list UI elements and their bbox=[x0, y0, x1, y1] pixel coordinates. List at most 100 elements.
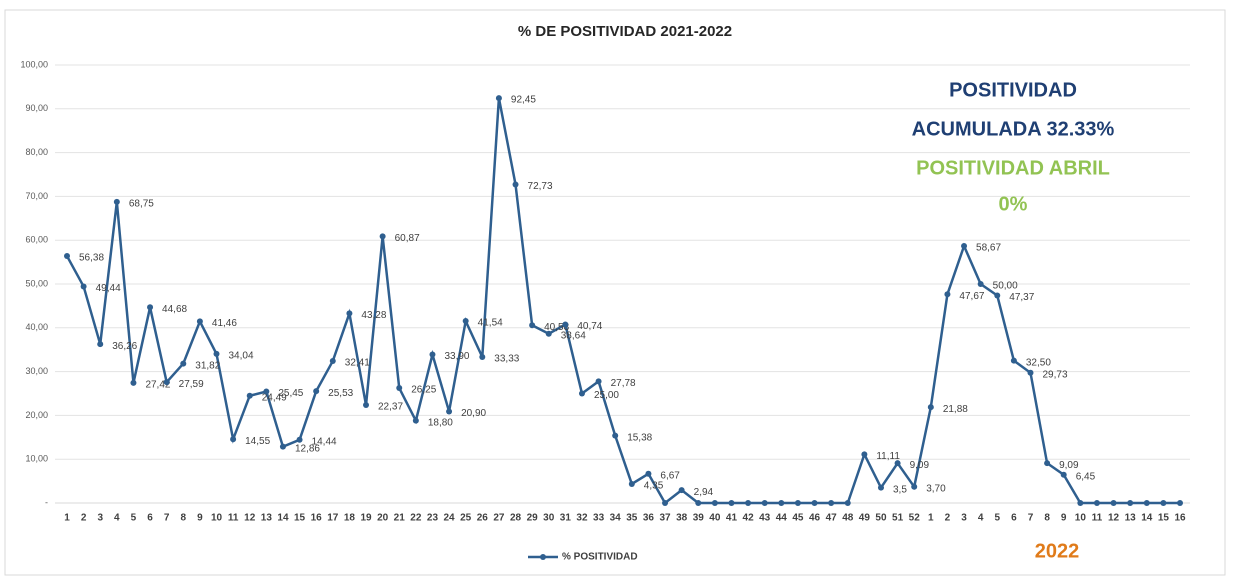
data-point bbox=[329, 358, 336, 365]
x-tick-label: 13 bbox=[1125, 513, 1137, 524]
x-tick-label: 22 bbox=[410, 513, 422, 524]
x-tick-label: 15 bbox=[294, 513, 306, 524]
data-point bbox=[711, 500, 718, 506]
data-point bbox=[728, 500, 735, 506]
data-point bbox=[977, 281, 984, 287]
data-point bbox=[612, 432, 619, 439]
x-tick-label: 7 bbox=[1028, 513, 1034, 524]
x-tick-label: 45 bbox=[792, 513, 804, 524]
data-label: 26,25 bbox=[411, 385, 436, 396]
data-label: 11,11 bbox=[876, 451, 900, 462]
x-tick-label: 9 bbox=[197, 513, 203, 524]
data-label: 2,94 bbox=[694, 487, 714, 498]
data-point bbox=[479, 354, 486, 361]
x-tick-label: 4 bbox=[978, 513, 984, 524]
x-tick-label: 2 bbox=[945, 513, 951, 524]
data-label: 25,45 bbox=[278, 388, 303, 399]
x-tick-label: 34 bbox=[610, 513, 622, 524]
x-tick-label: 31 bbox=[560, 513, 572, 524]
data-label: 14,55 bbox=[245, 436, 270, 447]
x-tick-label: 50 bbox=[875, 513, 887, 524]
data-point bbox=[296, 436, 303, 443]
data-point bbox=[130, 379, 137, 386]
data-point bbox=[927, 404, 934, 411]
x-tick-label: 25 bbox=[460, 513, 472, 524]
data-point bbox=[64, 253, 70, 260]
data-label: 4,35 bbox=[644, 481, 664, 492]
data-label: 27,42 bbox=[145, 380, 170, 391]
chart-title: % DE POSITIVIDAD 2021-2022 bbox=[518, 23, 732, 40]
data-point bbox=[662, 500, 669, 506]
data-label: 36,26 bbox=[112, 341, 137, 352]
data-point bbox=[512, 181, 519, 188]
data-point bbox=[761, 500, 768, 506]
data-point bbox=[246, 392, 253, 399]
data-label: 49,44 bbox=[96, 283, 121, 294]
x-tick-label: 32 bbox=[576, 513, 588, 524]
annotation: 0% bbox=[999, 193, 1028, 215]
data-label: 33,33 bbox=[494, 354, 519, 365]
data-point bbox=[877, 484, 884, 491]
x-tick-label: 46 bbox=[809, 513, 821, 524]
x-tick-label: 8 bbox=[181, 513, 187, 524]
data-point bbox=[1110, 500, 1117, 506]
data-label: 32,41 bbox=[345, 358, 370, 369]
data-label: 25,53 bbox=[328, 388, 353, 399]
data-label: 9,09 bbox=[1059, 460, 1079, 471]
data-point bbox=[163, 379, 170, 386]
data-label: 15,38 bbox=[627, 432, 652, 443]
data-point bbox=[1127, 500, 1134, 506]
data-point bbox=[279, 443, 286, 450]
data-point bbox=[595, 378, 602, 385]
annotation: POSITIVIDAD ABRIL bbox=[916, 157, 1110, 179]
data-label: 3,70 bbox=[926, 483, 946, 494]
x-tick-label: 13 bbox=[261, 513, 273, 524]
data-point bbox=[97, 341, 104, 348]
data-label: 41,46 bbox=[212, 318, 237, 329]
data-point bbox=[545, 330, 552, 337]
data-point bbox=[961, 243, 968, 250]
data-point bbox=[628, 480, 635, 487]
x-tick-label: 48 bbox=[842, 513, 854, 524]
x-tick-label: 40 bbox=[709, 513, 721, 524]
x-tick-label: 21 bbox=[394, 513, 406, 524]
y-tick-label: 100,00 bbox=[20, 59, 48, 69]
data-label: 24,49 bbox=[262, 392, 287, 403]
x-tick-label: 4 bbox=[114, 513, 120, 524]
data-label: 12,86 bbox=[295, 443, 320, 454]
legend-marker bbox=[540, 554, 546, 560]
y-tick-label: 30,00 bbox=[25, 366, 48, 376]
y-tick-label: 40,00 bbox=[25, 322, 48, 332]
data-point bbox=[363, 402, 370, 409]
data-label: 20,90 bbox=[461, 408, 486, 419]
data-label: 9,09 bbox=[910, 460, 930, 471]
x-tick-label: 9 bbox=[1061, 513, 1067, 524]
data-label: 27,59 bbox=[179, 379, 204, 390]
x-tick-label: 26 bbox=[477, 513, 489, 524]
data-label: 33,90 bbox=[444, 351, 469, 362]
x-tick-label: 7 bbox=[164, 513, 170, 524]
data-point bbox=[379, 233, 386, 240]
x-tick-label: 14 bbox=[1141, 513, 1153, 524]
x-tick-label: 43 bbox=[759, 513, 771, 524]
x-tick-label: 15 bbox=[1158, 513, 1170, 524]
x-tick-label: 1 bbox=[64, 513, 70, 524]
data-point bbox=[794, 500, 801, 506]
x-tick-label: 2 bbox=[81, 513, 87, 524]
data-point bbox=[113, 198, 120, 205]
data-point bbox=[994, 292, 1001, 299]
x-tick-label: 49 bbox=[859, 513, 871, 524]
data-point bbox=[412, 417, 419, 424]
data-label: 34,04 bbox=[229, 351, 254, 362]
data-label: 6,67 bbox=[660, 470, 680, 481]
data-point bbox=[230, 436, 237, 443]
x-tick-label: 11 bbox=[228, 513, 239, 524]
x-tick-label: 29 bbox=[527, 513, 539, 524]
x-tick-label: 37 bbox=[659, 513, 671, 524]
y-tick-label: 90,00 bbox=[25, 103, 48, 113]
x-tick-label: 42 bbox=[743, 513, 755, 524]
x-tick-label: 12 bbox=[1108, 513, 1120, 524]
data-point bbox=[828, 500, 835, 506]
x-tick-label: 23 bbox=[427, 513, 439, 524]
